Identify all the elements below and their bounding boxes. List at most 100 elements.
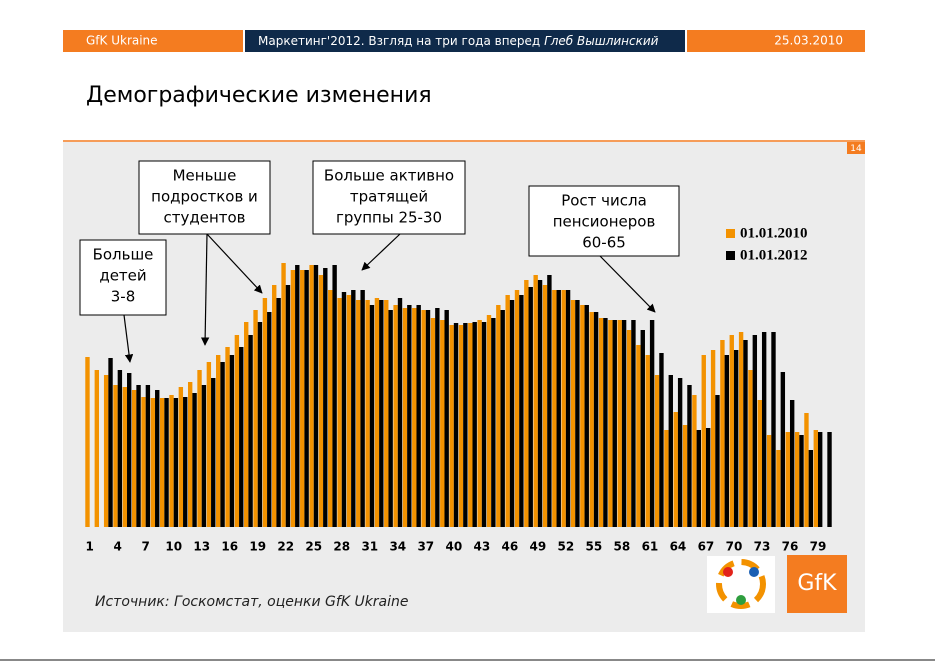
x-tick-label: 4 [114, 540, 122, 554]
page-number-box [847, 142, 865, 154]
bar [509, 300, 515, 527]
x-tick-label: 64 [670, 540, 687, 554]
bar [351, 290, 356, 527]
bar [416, 305, 421, 527]
bar [356, 300, 361, 527]
bar [145, 385, 151, 527]
header-right-bar [687, 30, 865, 52]
header-center: Маркетинг'2012. Взгляд на три года впере… [258, 34, 659, 48]
x-tick-label: 40 [445, 540, 462, 554]
bar [738, 332, 744, 527]
bar [477, 320, 482, 527]
bar [817, 432, 823, 527]
bar [187, 382, 193, 527]
annotation-text: пенсионеров [553, 213, 656, 231]
bar [668, 375, 673, 527]
bar [645, 355, 650, 527]
logo-dot [736, 595, 746, 605]
partner-logo [707, 556, 775, 613]
bar [360, 290, 365, 527]
bar [715, 395, 720, 527]
x-tick-label: 61 [642, 540, 659, 554]
annotation-text: Больше [93, 246, 154, 264]
bar [565, 290, 571, 527]
bar [216, 355, 221, 527]
annotation-arrow [599, 255, 656, 313]
bar [122, 387, 128, 527]
bar [444, 310, 449, 527]
bar [164, 398, 169, 527]
bar [593, 312, 599, 527]
x-tick-label: 10 [165, 540, 182, 554]
bar [682, 425, 688, 527]
bar [813, 430, 818, 527]
x-tick-label: 25 [305, 540, 322, 554]
bar [440, 320, 445, 527]
bar [136, 385, 141, 527]
bar [692, 395, 697, 527]
bar [766, 435, 772, 527]
bar [262, 298, 268, 527]
gfk-logo-text: GfK [797, 571, 837, 596]
bar [696, 430, 701, 527]
bar [183, 397, 188, 527]
annotation-arrow [123, 314, 134, 363]
bar [752, 335, 758, 527]
source-note: Источник: Госкомстат, оценки GfK Ukraine [95, 594, 409, 610]
bar [178, 387, 184, 527]
bar [272, 285, 277, 527]
bar [328, 290, 333, 527]
x-tick-label: 73 [754, 540, 771, 554]
bar [108, 358, 113, 527]
bar [407, 305, 412, 527]
bar [649, 320, 655, 527]
bar [173, 398, 179, 527]
bar [169, 395, 174, 527]
bar [556, 290, 561, 527]
bar [524, 280, 529, 527]
bar [425, 310, 431, 527]
bar [453, 323, 459, 527]
bar [458, 325, 464, 527]
x-tick-label: 19 [249, 540, 266, 554]
bar [393, 305, 398, 527]
header-center-text: Маркетинг'2012. Взгляд на три года впере… [258, 34, 540, 48]
header-author: Глеб Вышлинский [544, 34, 659, 48]
bar [449, 325, 454, 527]
x-tick-label: 13 [193, 540, 210, 554]
annotation-text: подростков и [151, 188, 258, 206]
bar [468, 323, 473, 527]
x-tick-label: 16 [221, 540, 238, 554]
bar [514, 290, 520, 527]
bar [472, 322, 477, 527]
bar [337, 298, 342, 527]
logo-dot [723, 567, 733, 577]
bar [201, 385, 207, 527]
x-tick-label: 70 [726, 540, 743, 554]
bar [341, 292, 347, 527]
bar [621, 320, 627, 527]
bar [598, 318, 604, 527]
bar [547, 275, 552, 527]
bar [748, 370, 753, 527]
slide-title: Демографические изменения [86, 83, 432, 108]
bar [267, 312, 272, 527]
bar [131, 390, 137, 527]
bar [234, 335, 240, 527]
bar [430, 318, 436, 527]
logo-dot [749, 567, 759, 577]
annotation-text: Меньше [173, 167, 237, 185]
bar [673, 412, 678, 527]
x-tick-label: 67 [698, 540, 715, 554]
bar [103, 375, 109, 527]
bar [300, 270, 305, 527]
x-tick-label: 49 [530, 540, 547, 554]
bar [150, 398, 156, 527]
bar [799, 435, 804, 527]
bar [397, 298, 403, 527]
bar [589, 312, 594, 527]
bar [225, 347, 230, 527]
bar [463, 323, 468, 527]
bar [141, 397, 146, 527]
